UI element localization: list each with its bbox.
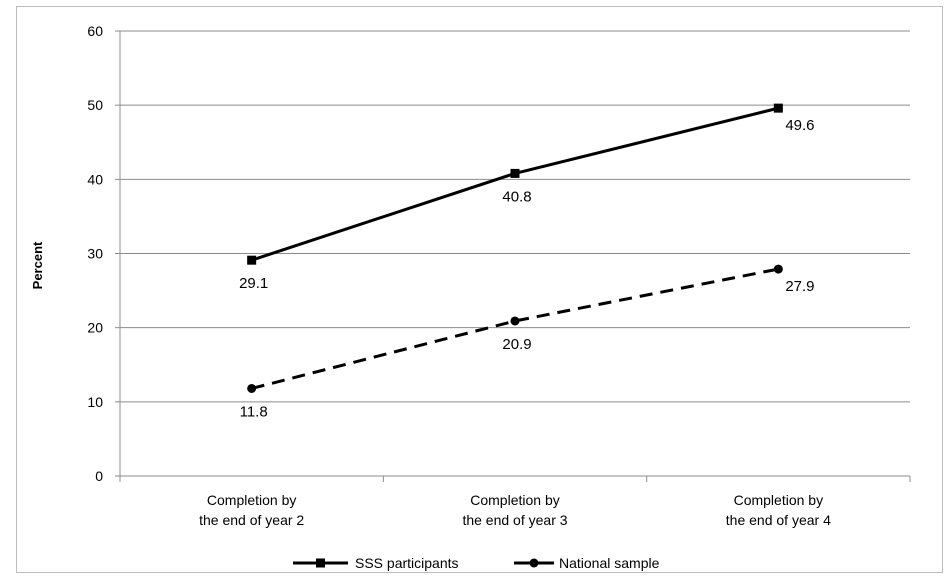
- x-tick-label: Completion by the end of year 2: [199, 492, 304, 528]
- chart-frame: [16, 6, 943, 573]
- series-line-2: [251, 267, 779, 390]
- y-tick-label: 10: [87, 394, 103, 410]
- data-label: 40.8: [502, 188, 531, 205]
- legend-label: SSS participants: [355, 555, 459, 571]
- legend-label: National sample: [559, 555, 660, 571]
- data-point: [247, 255, 257, 265]
- data-point: [773, 264, 783, 274]
- y-tick-label: 40: [87, 171, 103, 187]
- data-point: [247, 383, 257, 393]
- y-tick-label: 60: [87, 23, 103, 39]
- y-tick-label: 50: [87, 97, 103, 113]
- series-line-1: [251, 106, 779, 262]
- x-tick-label: Completion by the end of year 4: [726, 492, 831, 528]
- data-point: [510, 168, 520, 178]
- y-tick-label: 30: [87, 246, 103, 262]
- data-point: [510, 316, 520, 326]
- data-labels: 29.1 40.8 49.6 11.8 20.9 27.9: [239, 117, 814, 420]
- legend-marker: [316, 558, 325, 568]
- data-point: [773, 103, 783, 113]
- data-label: 11.8: [240, 403, 268, 420]
- x-tick-label: Completion by the end of year 3: [462, 492, 567, 528]
- y-axis-title: Percent: [30, 241, 45, 289]
- legend: SSS participants National sample: [293, 555, 660, 571]
- axes: 0 10 20 30 40 50 60 Completion by the end of yea…: [87, 23, 911, 528]
- data-label: 49.6: [785, 117, 814, 134]
- y-tick-label: 20: [87, 320, 103, 336]
- legend-marker: [529, 558, 539, 568]
- y-tick-label: 0: [95, 468, 103, 484]
- data-label: 27.9: [785, 278, 814, 295]
- series: [247, 103, 783, 393]
- data-label: 29.1: [239, 275, 268, 292]
- data-label: 20.9: [502, 336, 531, 353]
